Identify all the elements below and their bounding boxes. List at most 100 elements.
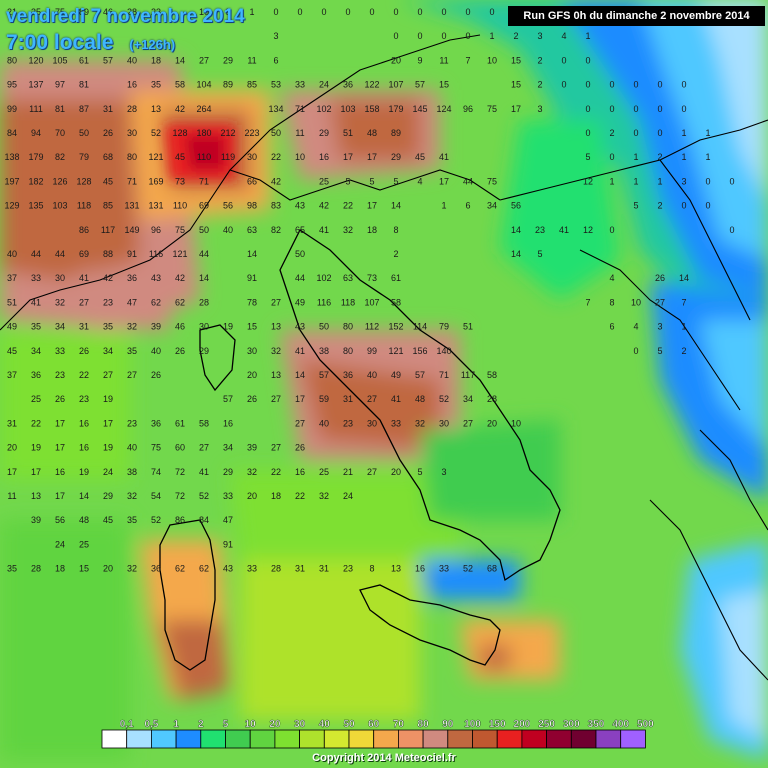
copyright: Copyright 2014 Meteociel.fr <box>312 752 456 764</box>
grid-value: 51 <box>343 128 353 138</box>
grid-value: 69 <box>79 249 89 259</box>
grid-value: 54 <box>151 491 161 501</box>
grid-value: 0 <box>465 31 470 41</box>
grid-value: 0 <box>273 7 278 17</box>
legend-label: 150 <box>489 719 506 730</box>
grid-value: 28 <box>271 564 281 574</box>
grid-value: 32 <box>127 564 137 574</box>
grid-value: 26 <box>151 370 161 380</box>
grid-value: 27 <box>103 370 113 380</box>
grid-value: 43 <box>295 201 305 211</box>
legend-label: 1 <box>173 719 179 730</box>
legend-swatch <box>620 729 646 749</box>
grid-value: 33 <box>439 564 449 574</box>
grid-value: 126 <box>52 176 67 186</box>
grid-value: 30 <box>367 418 377 428</box>
grid-value: 42 <box>175 273 185 283</box>
legend-label: 0,1 <box>120 719 134 730</box>
grid-value: 44 <box>295 273 305 283</box>
grid-value: 0 <box>657 104 662 114</box>
grid-value: 0 <box>585 80 590 90</box>
grid-value: 2 <box>657 152 662 162</box>
grid-value: 44 <box>55 249 65 259</box>
forecast-lead-time: (+126h) <box>129 37 176 52</box>
grid-value: 14 <box>511 225 521 235</box>
grid-value: 124 <box>436 104 451 114</box>
grid-value: 26 <box>175 346 185 356</box>
grid-value: 51 <box>463 322 473 332</box>
grid-value: 40 <box>127 443 137 453</box>
grid-value: 14 <box>199 273 209 283</box>
grid-value: 30 <box>55 273 65 283</box>
grid-value: 13 <box>151 104 161 114</box>
grid-value: 32 <box>415 418 425 428</box>
legend-swatch <box>175 729 202 749</box>
grid-value: 27 <box>271 297 281 307</box>
grid-value: 8 <box>609 297 614 307</box>
grid-value: 35 <box>151 80 161 90</box>
grid-value: 61 <box>391 273 401 283</box>
grid-value: 13 <box>31 491 41 501</box>
grid-value: 32 <box>271 346 281 356</box>
grid-value: 30 <box>439 418 449 428</box>
legend-label: 80 <box>418 719 430 730</box>
grid-value: 17 <box>103 418 113 428</box>
grid-value: 98 <box>247 201 257 211</box>
grid-value: 27 <box>367 394 377 404</box>
grid-value: 0 <box>441 7 446 17</box>
grid-value: 23 <box>151 7 161 17</box>
grid-value: 131 <box>148 201 163 211</box>
grid-value: 33 <box>391 418 401 428</box>
grid-value: 99 <box>367 346 377 356</box>
grid-value: 29 <box>199 346 209 356</box>
grid-value: 75 <box>55 7 65 17</box>
grid-value: 30 <box>247 346 257 356</box>
grid-value: 42 <box>271 176 281 186</box>
grid-value: 120 <box>28 55 43 65</box>
grid-value: 50 <box>199 225 209 235</box>
grid-value: 57 <box>103 55 113 65</box>
grid-value: 32 <box>343 225 353 235</box>
grid-value: 18 <box>367 225 377 235</box>
grid-value: 6 <box>273 55 278 65</box>
grid-value: 18 <box>55 564 65 574</box>
grid-value: 88 <box>103 249 113 259</box>
grid-value: 16 <box>127 80 137 90</box>
grid-value: 48 <box>367 128 377 138</box>
grid-value: 11 <box>439 55 448 65</box>
grid-value: 41 <box>79 273 89 283</box>
grid-value: 24 <box>343 491 353 501</box>
grid-value: 82 <box>55 152 65 162</box>
grid-value: 1 <box>705 128 710 138</box>
grid-value: 82 <box>271 225 281 235</box>
grid-value: 72 <box>175 467 185 477</box>
grid-value: 36 <box>343 370 353 380</box>
grid-value: 49 <box>295 297 305 307</box>
grid-value: 86 <box>175 515 185 525</box>
grid-value: 10 <box>199 7 209 17</box>
grid-value: 62 <box>199 564 209 574</box>
grid-value: 24 <box>319 80 329 90</box>
grid-value: 17 <box>295 394 305 404</box>
grid-value: 0 <box>561 80 566 90</box>
grid-value: 0 <box>705 176 710 186</box>
grid-value: 91 <box>127 249 137 259</box>
grid-value: 57 <box>223 394 233 404</box>
grid-value: 1 <box>657 176 662 186</box>
grid-value: 17 <box>367 152 377 162</box>
legend-swatch <box>348 729 375 749</box>
grid-value: 35 <box>127 515 137 525</box>
legend-label: 300 <box>563 719 580 730</box>
grid-value: 42 <box>103 273 113 283</box>
grid-value: 0 <box>657 80 662 90</box>
grid-value: 0 <box>729 176 734 186</box>
grid-value: 40 <box>7 249 17 259</box>
grid-value: 35 <box>103 322 113 332</box>
grid-value: 2 <box>681 346 686 356</box>
legend-swatch <box>225 729 251 749</box>
grid-value: 25 <box>31 394 41 404</box>
grid-value: 75 <box>151 443 161 453</box>
grid-value: 5 <box>537 249 542 259</box>
grid-value: 86 <box>79 225 89 235</box>
grid-value: 0 <box>585 128 590 138</box>
